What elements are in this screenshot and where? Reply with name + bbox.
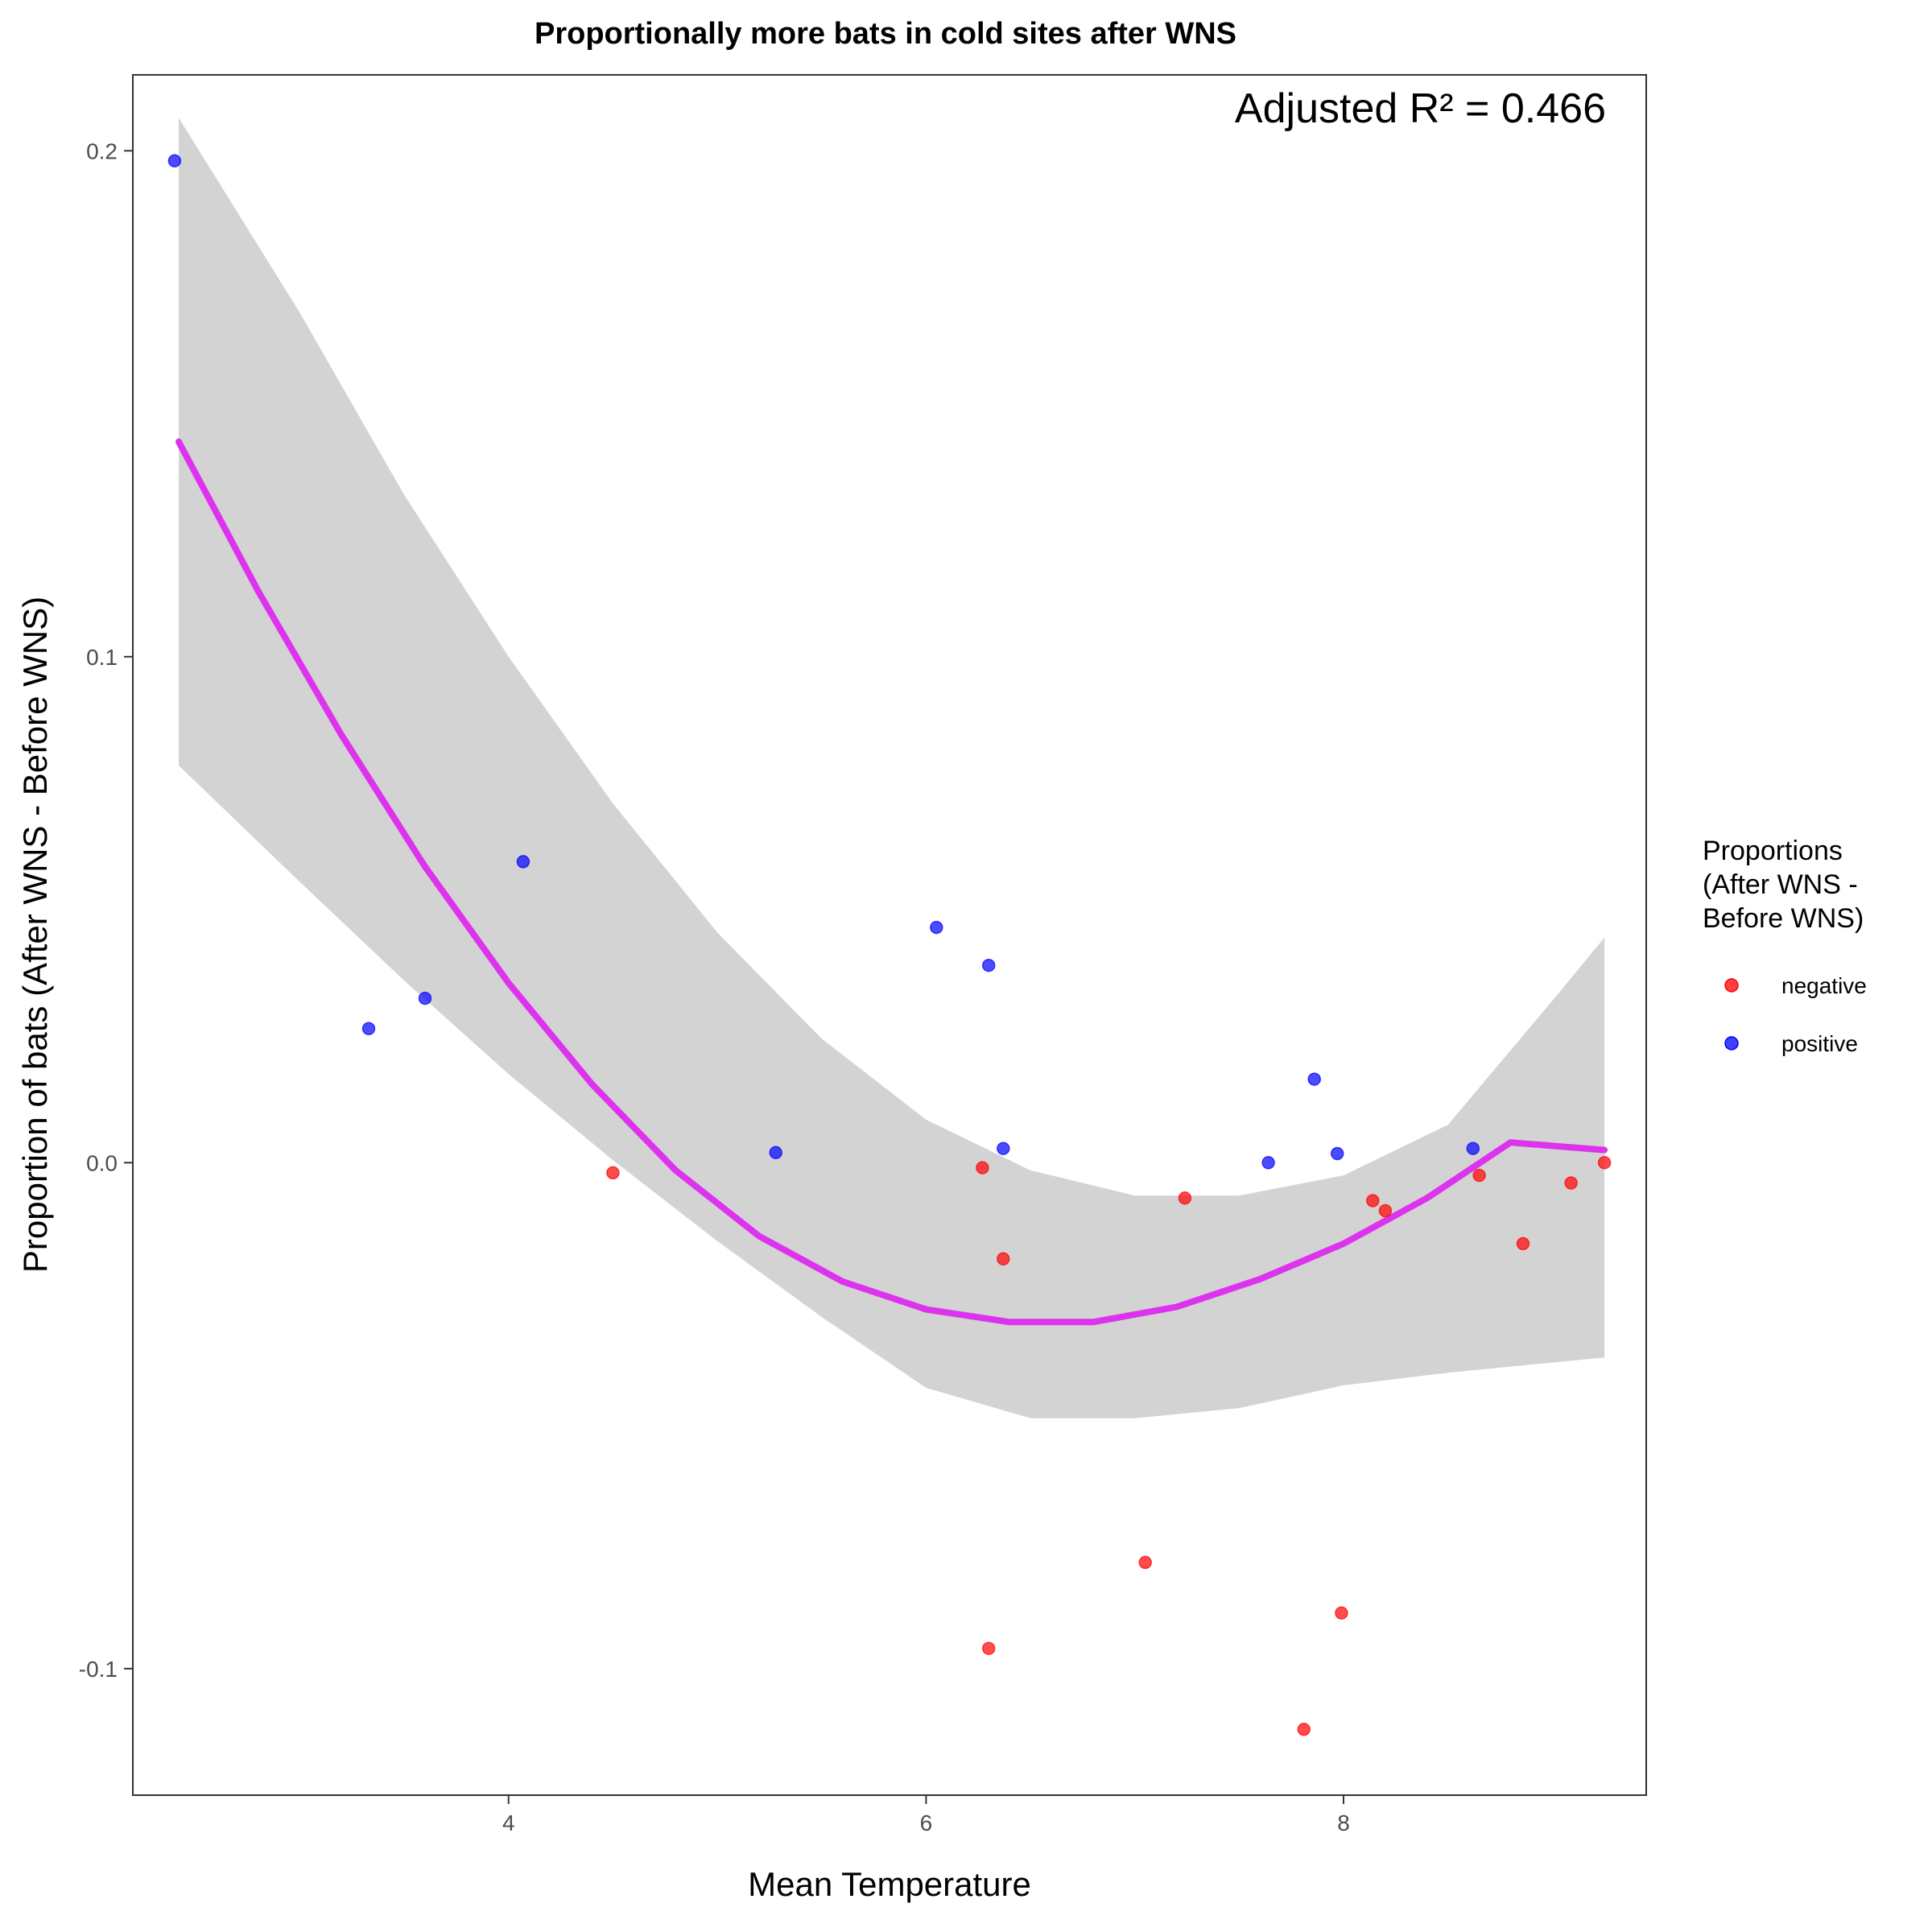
- confidence-band: [179, 118, 1605, 1418]
- y-tick-label: 0.1: [86, 645, 118, 670]
- fit-line-layer: [175, 438, 1608, 1326]
- legend-label-positive: positive: [1781, 1031, 1858, 1056]
- y-axis: -0.1 0.0 0.1 0.2: [79, 138, 133, 1682]
- y-tick-label: 0.0: [86, 1150, 118, 1175]
- data-point-negative: [976, 1161, 989, 1174]
- panel-border: [132, 74, 1647, 1796]
- data-point-positive: [769, 1146, 782, 1160]
- x-tick-label: 4: [502, 1810, 515, 1835]
- data-point-positive: [1466, 1141, 1480, 1155]
- data-point-positive: [930, 920, 943, 935]
- data-point-positive: [516, 855, 530, 869]
- data-point-positive: [361, 1022, 376, 1036]
- data-point-positive: [167, 154, 182, 168]
- data-point-negative: [1597, 1156, 1612, 1170]
- data-point-positive: [997, 1141, 1010, 1155]
- data-point-negative: [1178, 1191, 1192, 1205]
- data-point-negative: [1297, 1723, 1311, 1736]
- data-point-positive: [1307, 1072, 1321, 1086]
- data-point-negative: [1366, 1194, 1380, 1208]
- data-point-negative: [1472, 1168, 1486, 1183]
- legend-label-negative: negative: [1781, 973, 1867, 998]
- x-tick-label: 8: [1337, 1810, 1350, 1835]
- data-point-negative: [1564, 1176, 1578, 1190]
- data-point-positive: [1261, 1156, 1275, 1170]
- y-axis-title: Proportion of bats (After WNS - Before W…: [16, 597, 54, 1273]
- data-point-negative: [606, 1166, 620, 1180]
- data-point-negative: [1335, 1606, 1348, 1620]
- confidence-band-layer: [179, 118, 1605, 1418]
- data-point-negative: [1378, 1203, 1393, 1218]
- data-point-negative: [1138, 1555, 1152, 1570]
- data-point-positive: [418, 991, 432, 1005]
- legend-title: Before WNS): [1703, 903, 1864, 934]
- y-tick-label: -0.1: [79, 1657, 118, 1682]
- data-point-positive: [981, 958, 996, 972]
- data-point-negative: [981, 1641, 996, 1655]
- plot-area: [132, 74, 1647, 1796]
- x-axis-title: Mean Temperature: [748, 1865, 1031, 1903]
- y-tick-label: 0.2: [86, 138, 118, 163]
- chart-title: Proportionally more bats in cold sites a…: [535, 17, 1236, 51]
- data-point-negative: [997, 1252, 1010, 1266]
- legend: Proportions(After WNS -Before WNS) negati…: [1703, 836, 1867, 1056]
- legend-title: (After WNS -: [1703, 869, 1858, 900]
- points-layer: [167, 154, 1612, 1736]
- legend-key-negative: [1724, 978, 1739, 993]
- fit-line: [175, 438, 1608, 1326]
- data-point-positive: [1330, 1146, 1344, 1161]
- legend-title: Proportions: [1703, 836, 1843, 866]
- x-tick-label: 6: [920, 1810, 933, 1835]
- data-point-negative: [1516, 1236, 1530, 1251]
- x-axis: 4 6 8: [502, 1795, 1350, 1835]
- legend-key-positive: [1724, 1036, 1739, 1051]
- r-squared-annotation: Adjusted R² = 0.466: [1235, 85, 1606, 132]
